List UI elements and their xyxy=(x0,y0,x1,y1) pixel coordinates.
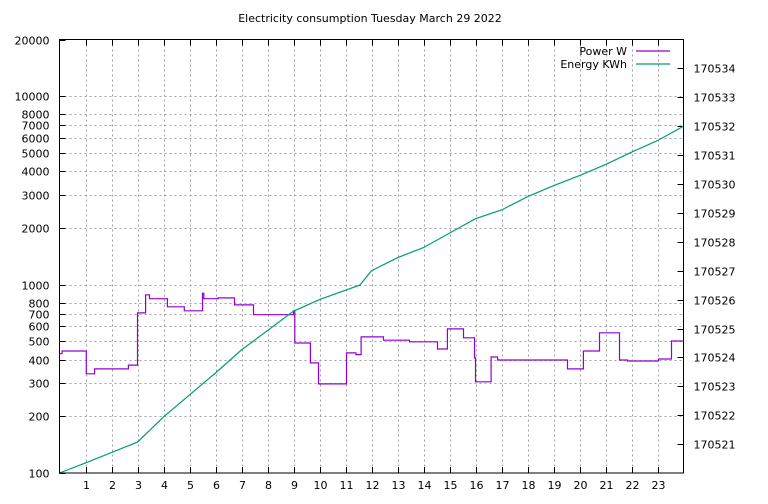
chart-title: Electricity consumption Tuesday March 29… xyxy=(238,12,502,25)
y-tick-label: 2000 xyxy=(22,223,50,236)
y2-tick-label: 170522 xyxy=(694,410,736,423)
y2-tick-label: 170529 xyxy=(694,208,736,221)
series-line-power xyxy=(60,293,684,384)
plot-border xyxy=(60,40,684,474)
legend-label-energy: Energy KWh xyxy=(560,58,627,71)
legend: Power W Energy KWh xyxy=(560,45,670,71)
x-tick-label: 15 xyxy=(444,479,458,492)
x-tick-label: 2 xyxy=(109,479,116,492)
x-tick-label: 10 xyxy=(314,479,328,492)
x-tick-label: 9 xyxy=(291,479,298,492)
y2-tick-label: 170526 xyxy=(694,295,736,308)
x-tick-label: 23 xyxy=(652,479,666,492)
x-tick-label: 21 xyxy=(600,479,614,492)
x-tick-label: 16 xyxy=(470,479,484,492)
y-tick-label: 500 xyxy=(29,336,50,349)
y-tick-label: 20000 xyxy=(15,35,50,48)
x-tick-label: 6 xyxy=(213,479,220,492)
series-line-energy xyxy=(60,126,684,473)
y2-tick-label: 170521 xyxy=(694,439,736,452)
y2-tick-label: 170524 xyxy=(694,352,736,365)
y-tick-label: 4000 xyxy=(22,166,50,179)
y-tick-label: 400 xyxy=(29,355,50,368)
legend-label-power: Power W xyxy=(579,45,627,58)
x-tick-label: 11 xyxy=(340,479,354,492)
x-tick-label: 22 xyxy=(626,479,640,492)
y-tick-label: 5000 xyxy=(22,148,50,161)
y2-tick-label: 170523 xyxy=(694,381,736,394)
x-tick-label: 13 xyxy=(392,479,406,492)
y-tick-label: 6000 xyxy=(22,133,50,146)
x-tick-label: 7 xyxy=(239,479,246,492)
x-tick-label: 4 xyxy=(161,479,168,492)
y2-tick-label: 170525 xyxy=(694,324,736,337)
y-tick-label: 1000 xyxy=(22,280,50,293)
x-tick-label: 3 xyxy=(135,479,142,492)
y-tick-label: 800 xyxy=(29,298,50,311)
y-tick-label: 10000 xyxy=(15,91,50,104)
y-tick-label: 200 xyxy=(29,411,50,424)
x-tick-label: 18 xyxy=(522,479,536,492)
y2-tick-label: 170527 xyxy=(694,266,736,279)
x-tick-label: 20 xyxy=(574,479,588,492)
x-tick-label: 1 xyxy=(83,479,90,492)
y2-tick-label: 170528 xyxy=(694,237,736,250)
y-tick-label: 600 xyxy=(29,321,50,334)
y2-tick-label: 170534 xyxy=(694,63,736,76)
y2-tick-label: 170532 xyxy=(694,121,736,134)
x-tick-label: 8 xyxy=(265,479,272,492)
series-group xyxy=(59,126,683,473)
y-tick-label: 3000 xyxy=(22,190,50,203)
x-tick-label: 19 xyxy=(548,479,562,492)
x-tick-label: 14 xyxy=(418,479,432,492)
y2-tick-label: 170530 xyxy=(694,179,736,192)
x-tick-label: 5 xyxy=(187,479,194,492)
y-tick-label: 100 xyxy=(29,468,50,481)
y2-tick-label: 170531 xyxy=(694,150,736,163)
y2-tick-label: 170533 xyxy=(694,92,736,105)
y-tick-label: 300 xyxy=(29,378,50,391)
y-tick-label: 8000 xyxy=(22,109,50,122)
x-tick-label: 12 xyxy=(366,479,380,492)
x-tick-label: 17 xyxy=(496,479,510,492)
grid xyxy=(60,40,684,474)
